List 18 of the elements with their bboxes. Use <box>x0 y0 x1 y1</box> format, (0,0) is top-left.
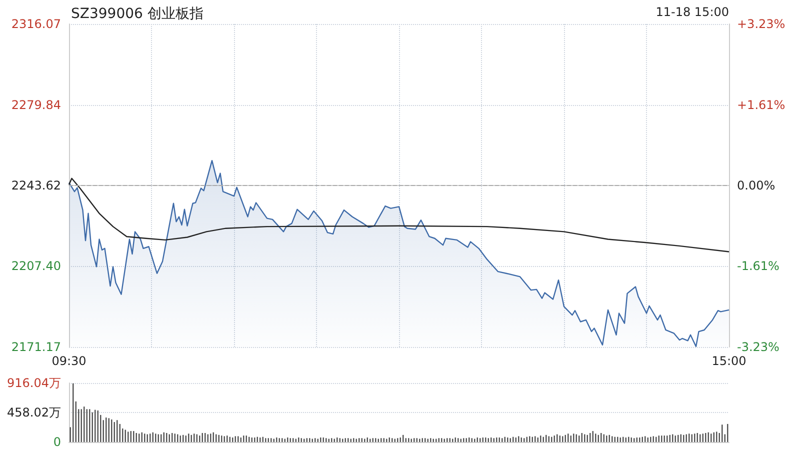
text: 11-18 15:00 <box>656 5 729 19</box>
x-tick-label: 15:00 <box>712 354 746 368</box>
y2-tick-label: 0.00% <box>737 178 776 192</box>
y-tick-label: 0 <box>53 435 61 449</box>
y-tick-label: 2279.84 <box>11 98 61 112</box>
y2-tick-label: +3.23% <box>737 17 786 31</box>
y-tick-label: 916.04万 <box>7 376 61 390</box>
y-tick-label: 458.02万 <box>7 406 61 420</box>
x-tick-label: 09:30 <box>52 354 86 368</box>
y-tick-label: 2243.62 <box>11 178 61 192</box>
y2-tick-label: +1.61% <box>737 98 786 112</box>
y-tick-label: 2171.17 <box>11 340 61 354</box>
y-tick-label: 2207.40 <box>11 259 61 274</box>
y2-tick-label: -1.61% <box>737 259 780 273</box>
chart-title: SZ399006 创业板指 <box>71 6 204 22</box>
y-tick-label: 2316.07 <box>11 17 61 31</box>
y2-tick-label: -3.23% <box>737 340 780 354</box>
line-series <box>68 178 730 252</box>
